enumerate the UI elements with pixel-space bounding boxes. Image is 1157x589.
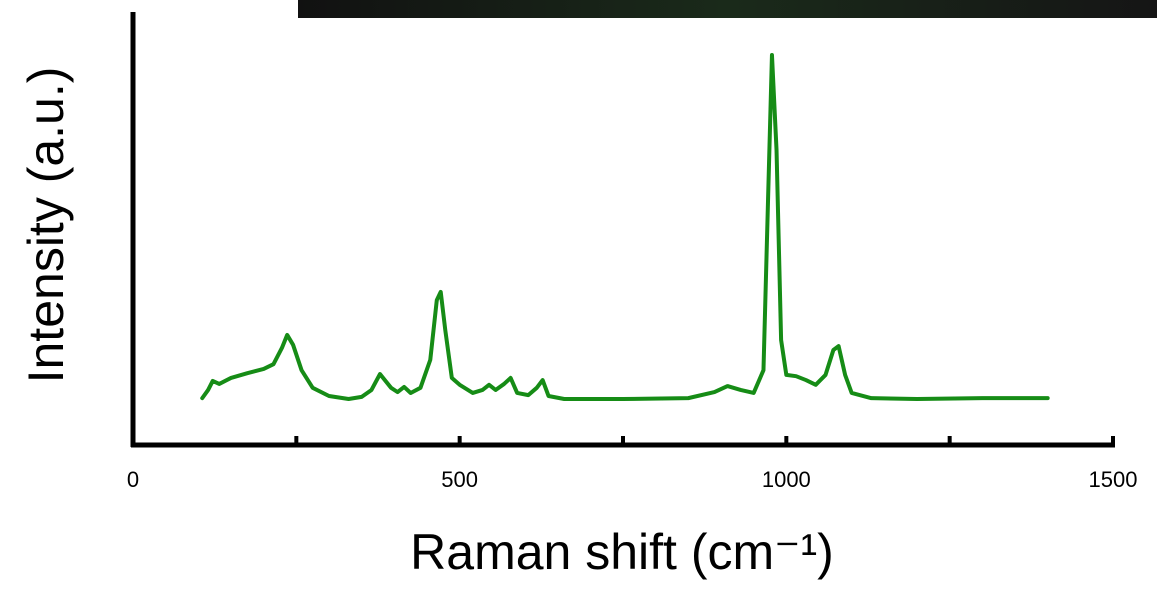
x-tick-label: 0	[127, 467, 139, 492]
photo-strip	[298, 0, 1157, 18]
x-axis-label: Raman shift (cm⁻¹)	[410, 524, 834, 580]
x-tick-label: 500	[441, 467, 478, 492]
y-axis-label: Intensity (a.u.)	[18, 67, 74, 384]
x-tick-label: 1500	[1089, 467, 1138, 492]
x-tick-label: 1000	[762, 467, 811, 492]
spectrum-line	[200, 52, 1050, 401]
